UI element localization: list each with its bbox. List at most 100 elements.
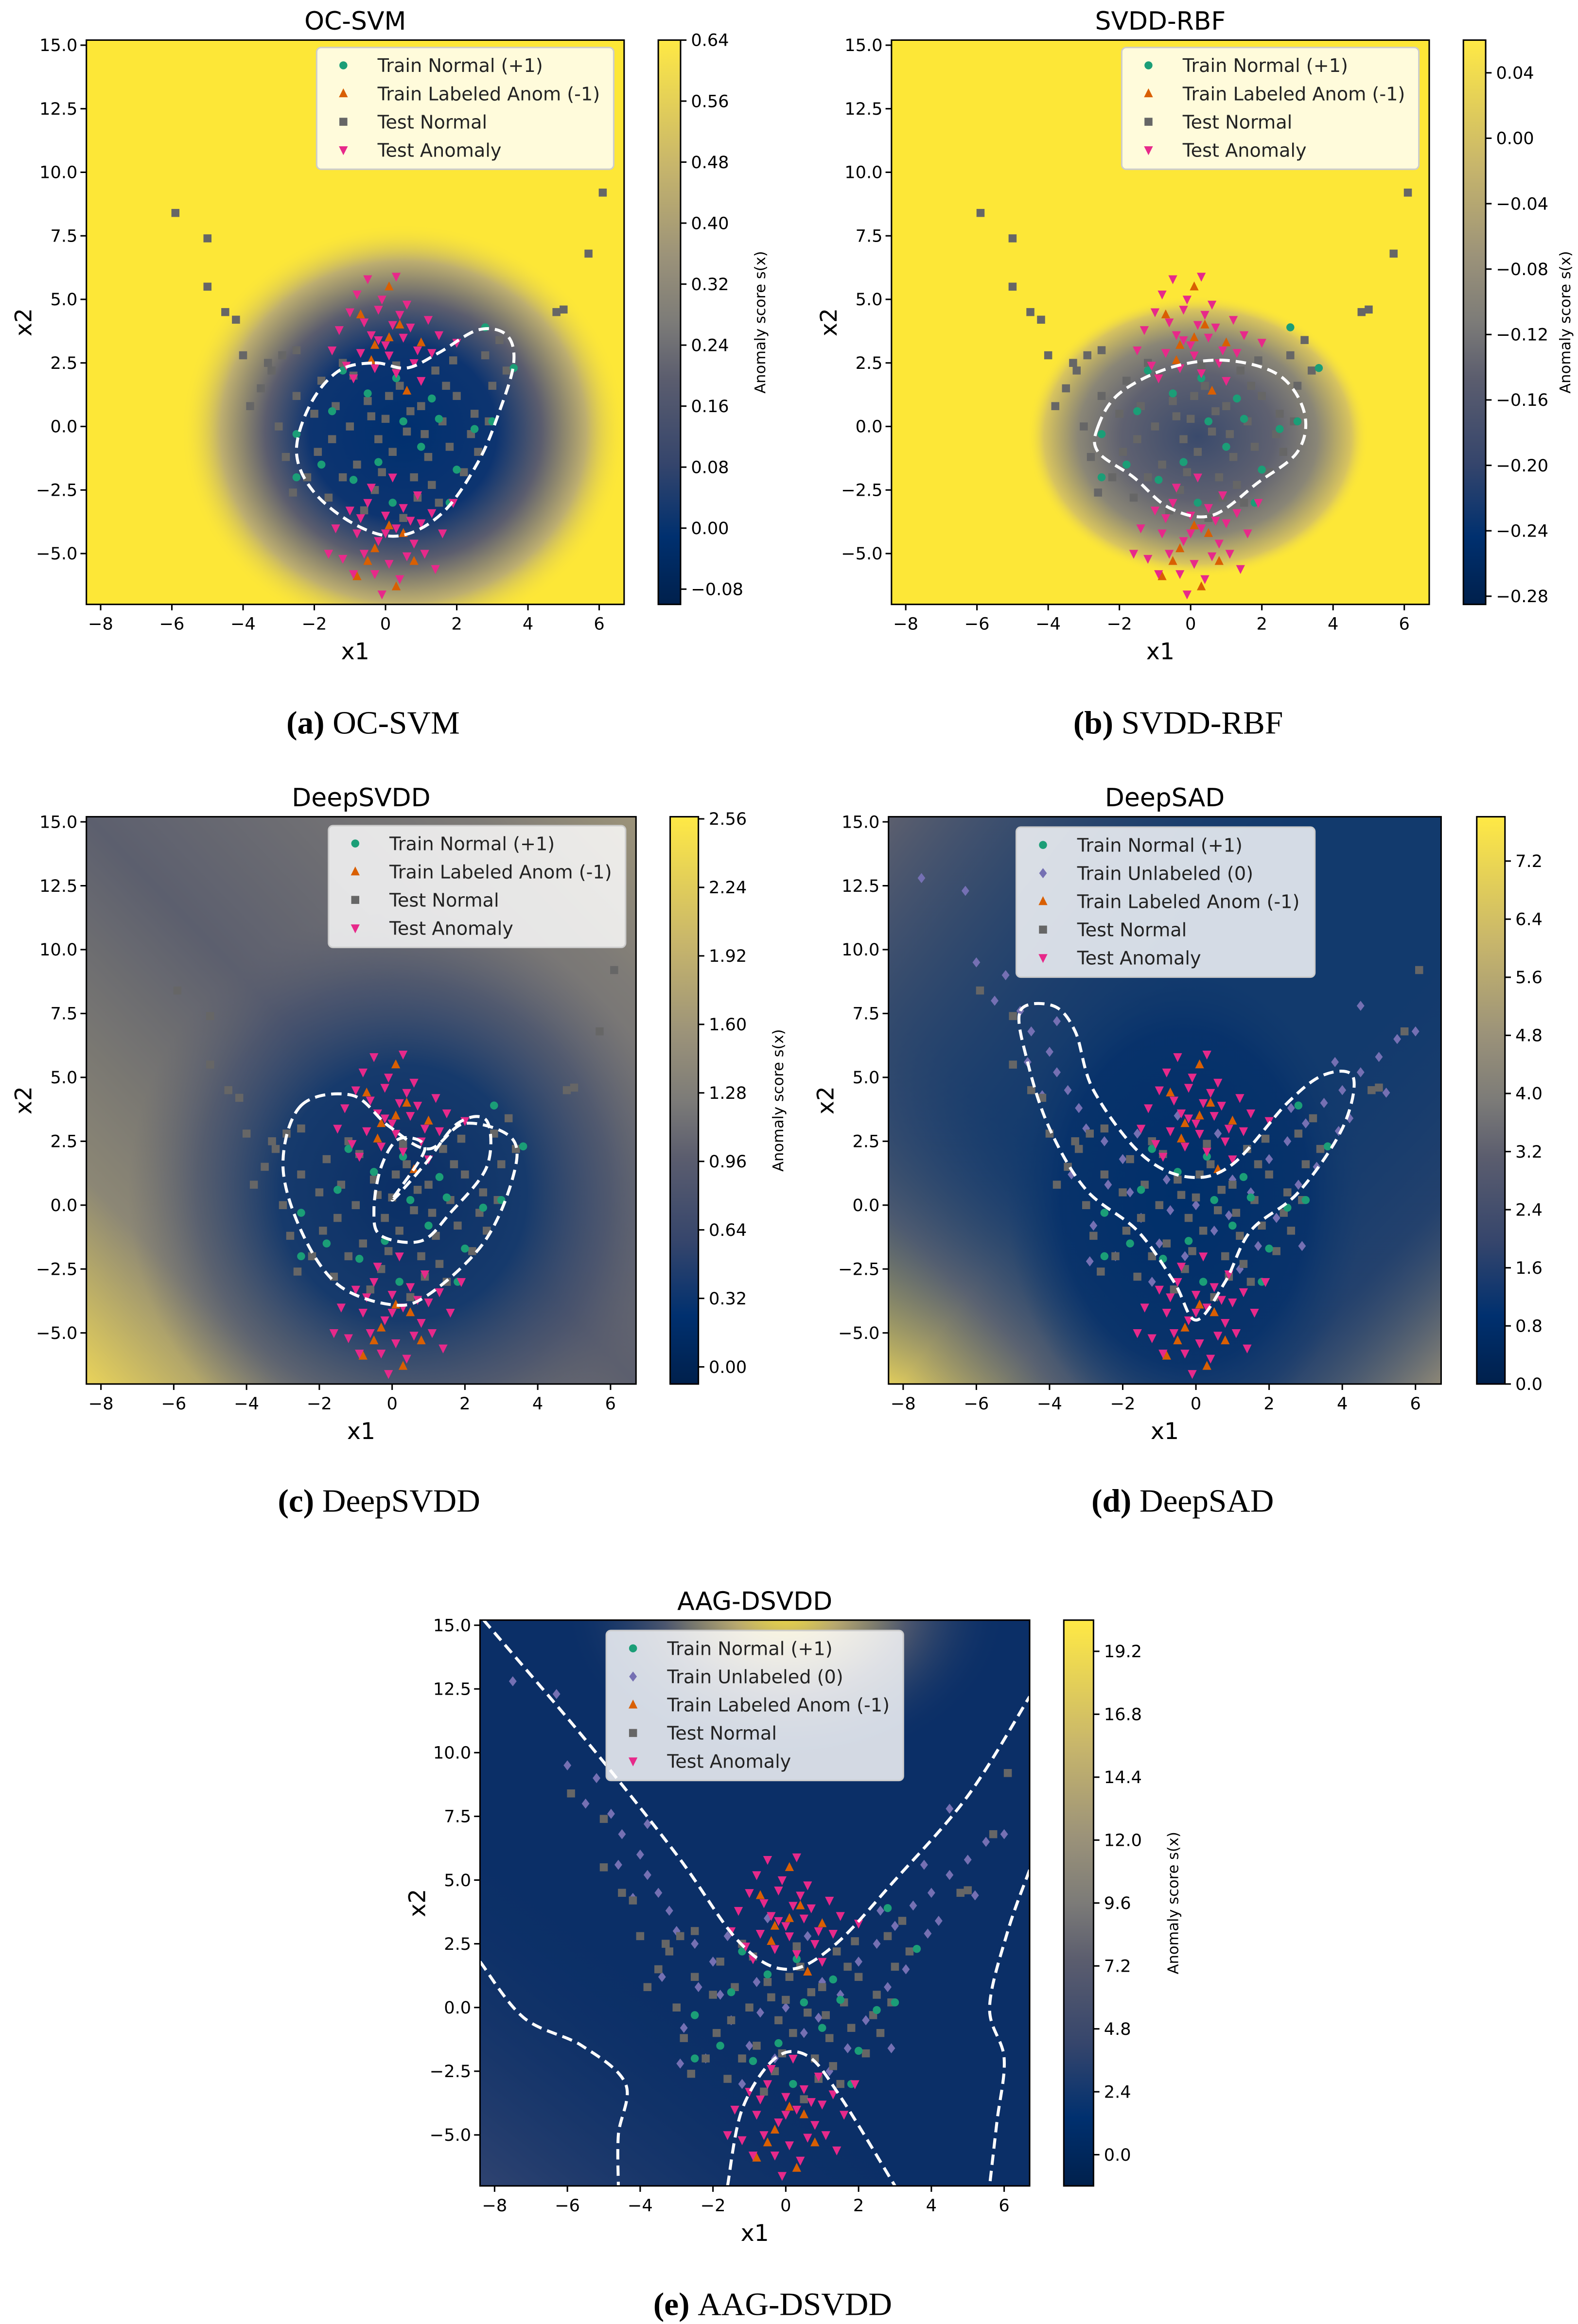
point-square [445, 443, 454, 451]
point-square [1206, 1160, 1215, 1168]
point-circle [1122, 460, 1131, 469]
point-circle [774, 2039, 783, 2047]
point-triangle-down [402, 300, 412, 310]
x-axis-label: x1 [1151, 1418, 1179, 1445]
point-triangle-down [789, 2054, 798, 2064]
x-tick-label: 6 [594, 614, 604, 634]
point-circle [1126, 1239, 1134, 1248]
legend-label: Train Normal (+1) [1077, 835, 1243, 856]
point-square [406, 1293, 415, 1301]
point-circle [1148, 1145, 1156, 1153]
series-train-normal-1 [1097, 323, 1323, 507]
point-square [976, 208, 985, 217]
point-square [789, 2029, 797, 2037]
point-triangle-down [340, 1104, 350, 1113]
point-square [1226, 430, 1234, 438]
point-square [322, 1155, 331, 1163]
point-square [268, 1137, 276, 1145]
point-circle [789, 2080, 797, 2088]
point-square [598, 189, 607, 197]
y-tick-label: 7.5 [444, 1807, 471, 1827]
chart-title: DeepSVDD [292, 783, 430, 813]
point-square [1169, 397, 1177, 405]
point-triangle-down [402, 1089, 411, 1098]
legend-label: Test Normal [377, 112, 488, 133]
panels: −8 −6 −4 −2 0 2 4 6 −5.0 −2.5 0.0 2.5 5.0 7.5 10.0 12.5… [11, 7, 1578, 2323]
point-triangle-down [803, 1881, 812, 1890]
decision-boundary-contour [1093, 358, 1308, 519]
point-square [610, 966, 618, 974]
legend-label: Test Anomaly [377, 140, 502, 161]
point-square [479, 1188, 488, 1197]
point-triangle-down [1182, 295, 1192, 305]
x-tick-label: −2 [1107, 614, 1132, 634]
legend-label: Train Labeled Anom (-1) [666, 1695, 890, 1717]
point-circle [364, 389, 372, 398]
point-square [410, 1206, 418, 1214]
legend-item: Test Anomaly [1038, 948, 1201, 970]
point-triangle-down [373, 1263, 382, 1272]
colorbar-gradient [669, 816, 700, 1385]
point-triangle-down [1195, 1129, 1204, 1139]
colorbar-tick-label: 2.4 [1104, 2082, 1131, 2102]
point-circle [1265, 1244, 1273, 1253]
point-triangle-down [770, 1945, 780, 1954]
point-triangle-down [402, 1354, 411, 1364]
caption-letter: (e) [653, 2286, 690, 2323]
colorbar-tick-label: 0.64 [691, 31, 729, 51]
point-square [1072, 366, 1081, 375]
point-square [281, 453, 290, 461]
y-tick-label: 2.5 [853, 1132, 880, 1152]
legend-item: Test Normal [351, 890, 499, 911]
point-triangle-up [755, 1890, 765, 1899]
point-diamond [804, 1931, 812, 1942]
point-square [956, 1889, 964, 1897]
series-test-anomaly [324, 273, 461, 600]
point-triangle-down [792, 1853, 801, 1863]
point-triangle-up [818, 1918, 827, 1927]
point-square [203, 282, 212, 291]
point-square [171, 208, 180, 217]
point-circle [374, 458, 383, 466]
point-triangle-up [391, 1110, 401, 1120]
point-square [818, 1983, 826, 1992]
y-tick-label: −5.0 [838, 1323, 879, 1343]
point-triangle-down [1198, 1099, 1208, 1109]
point-circle [1323, 1142, 1332, 1151]
x-tick-label: 6 [1410, 1394, 1421, 1414]
point-triangle-down [1257, 339, 1266, 348]
colorbar-label: Anomaly score s(x) [770, 1029, 787, 1172]
point-triangle-up [1190, 332, 1199, 342]
series-test-anomaly [329, 1050, 470, 1379]
point-triangle-down [818, 1958, 827, 1967]
point-triangle-down [1166, 1293, 1175, 1302]
point-square [454, 1221, 462, 1230]
point-triangle-down [1246, 1109, 1256, 1119]
point-diamond [1287, 1103, 1295, 1113]
point-square [1062, 384, 1070, 393]
point-square [1051, 402, 1060, 410]
series-test-anomaly [723, 1853, 863, 2181]
y-tick-label: 7.5 [50, 1004, 77, 1024]
point-circle [333, 1185, 342, 1194]
point-triangle-down [767, 1912, 776, 1921]
point-triangle-down [413, 346, 422, 356]
panel-deepsvdd: −8 −6 −4 −2 0 2 4 6 −5.0 −2.5 0.0 2.5 5.0 7.5 10.0 12.5… [11, 783, 787, 1519]
point-triangle-down [781, 2111, 790, 2120]
point-square [1119, 1188, 1127, 1197]
colorbar-tick-label: 0.40 [691, 213, 729, 233]
point-diamond [1236, 1264, 1244, 1274]
x-tick-label: 0 [386, 1394, 397, 1414]
legend-marker-triangle-down [1144, 146, 1153, 156]
point-square [1172, 412, 1181, 420]
point-triangle-up [1180, 1322, 1190, 1332]
point-square [428, 481, 436, 489]
point-triangle-up [799, 2109, 808, 2118]
y-tick-label: 0.0 [50, 1196, 77, 1215]
point-triangle-down [355, 1153, 364, 1162]
point-circle [470, 425, 479, 433]
y-tick-label: 7.5 [853, 1004, 880, 1024]
subfigure-caption: (a) OC-SVM [286, 704, 460, 741]
y-tick-label: 0.0 [853, 1196, 880, 1215]
